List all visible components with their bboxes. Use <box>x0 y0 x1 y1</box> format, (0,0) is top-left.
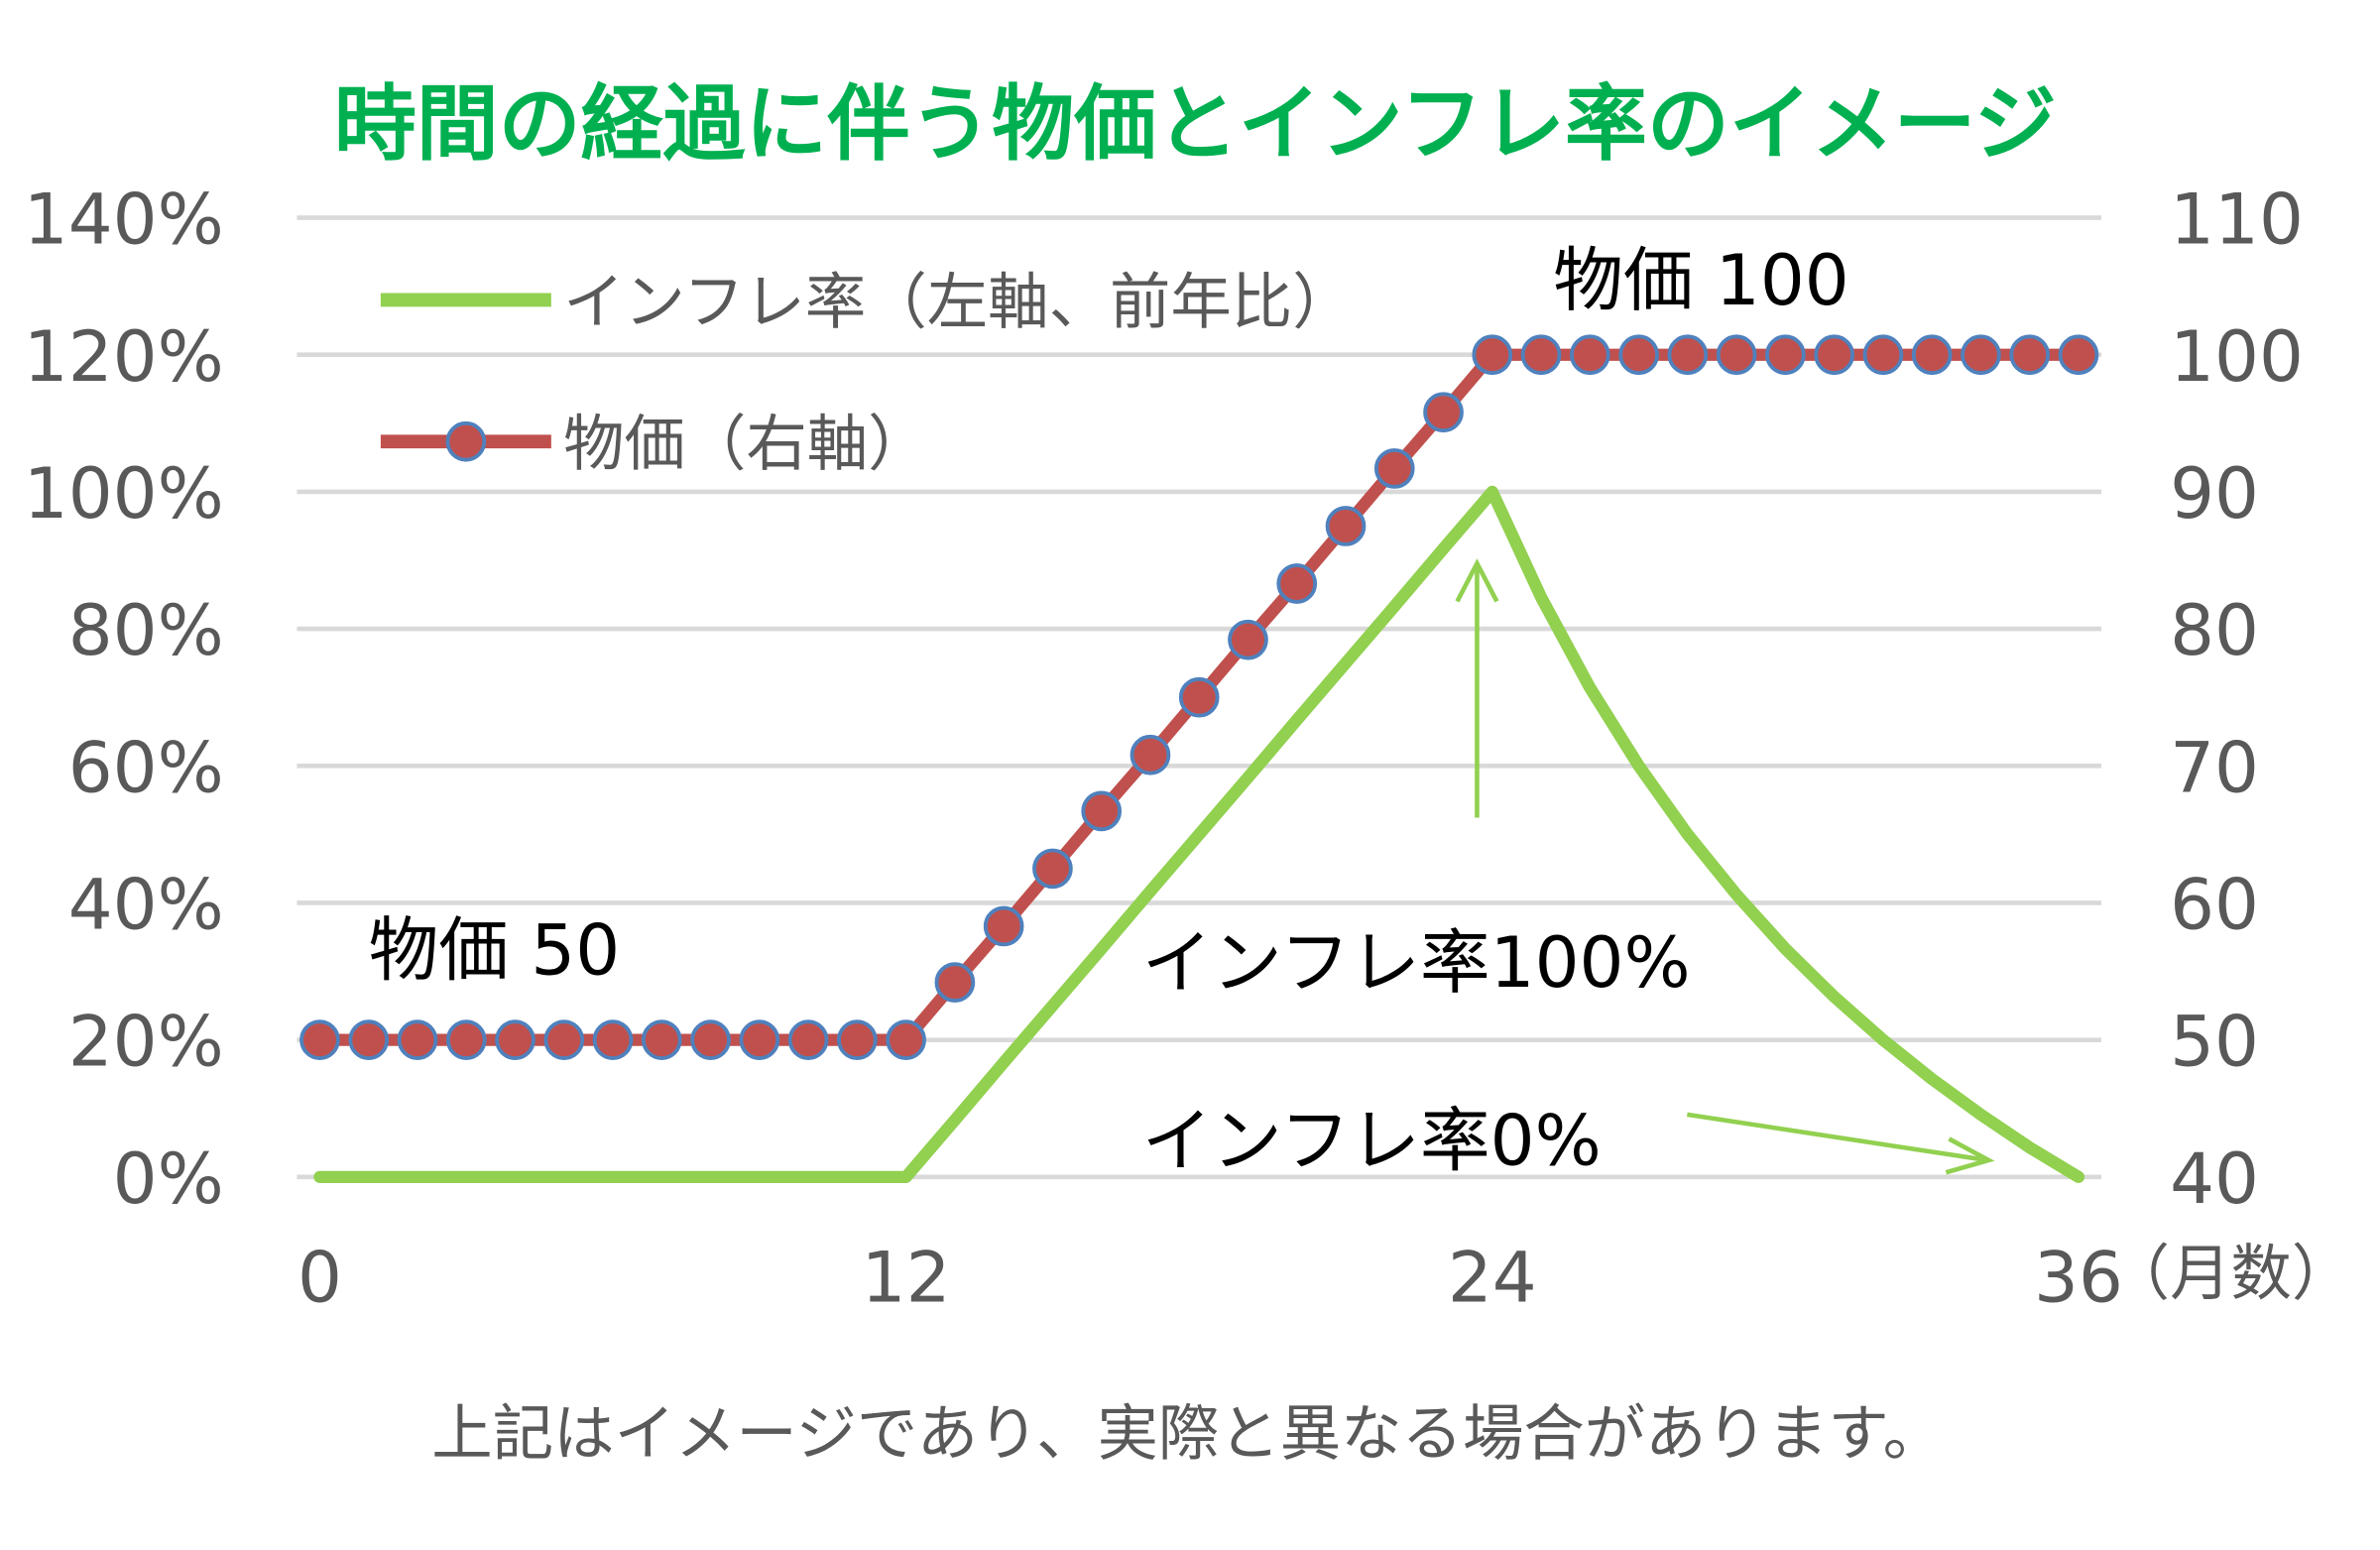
legend-label-inflation: インフレ率（左軸、前年比） <box>563 267 1353 337</box>
price-point <box>934 962 976 1003</box>
legend-label-price: 物価（右軸） <box>563 409 928 479</box>
price-point <box>397 1019 438 1060</box>
footnote: 上記はイメージであり、実際と異なる場合があります。 <box>431 1398 1944 1469</box>
price-point <box>1569 334 1610 376</box>
right-tick-label: 100 <box>2170 315 2304 398</box>
annotation-inflation-peak: インフレ率100% <box>1142 921 1691 1004</box>
left-axis: 0% 20% 40% 60% 80% 100% 120% 140% <box>24 179 224 1220</box>
price-point <box>445 1019 487 1060</box>
x-axis: 0 12 24 36 <box>298 1237 2123 1319</box>
right-axis: 40 50 60 70 80 90 100 110 <box>2170 179 2304 1220</box>
price-point <box>1961 334 2001 376</box>
annotation-inflation-zero: インフレ率0% <box>1142 1100 1602 1182</box>
x-axis-unit: （月数） <box>2109 1239 2353 1309</box>
price-point <box>1618 334 1659 376</box>
x-tick-label: 12 <box>862 1237 951 1319</box>
price-point <box>1472 334 1513 376</box>
price-point <box>1765 334 1806 376</box>
left-tick-label: 0% <box>113 1137 224 1220</box>
left-tick-label: 140% <box>24 179 224 261</box>
right-tick-label: 40 <box>2170 1137 2259 1220</box>
left-tick-label: 80% <box>68 589 224 671</box>
arrow-zero <box>1686 1112 1995 1175</box>
price-point <box>690 1019 731 1060</box>
x-tick-label: 24 <box>1448 1237 1537 1319</box>
left-tick-label: 40% <box>68 864 224 946</box>
x-tick-label: 0 <box>298 1237 342 1319</box>
series-layer <box>299 334 2099 1183</box>
price-point <box>1178 676 1220 718</box>
left-tick-label: 120% <box>24 315 224 398</box>
price-point <box>787 1019 829 1060</box>
price-point <box>2009 334 2051 376</box>
price-point <box>1520 334 1562 376</box>
price-point <box>299 1019 340 1060</box>
right-tick-label: 50 <box>2170 1001 2259 1083</box>
legend: インフレ率（左軸、前年比） 物価（右軸） <box>380 267 1354 479</box>
price-point <box>2058 334 2099 376</box>
price-point <box>348 1019 390 1060</box>
chart-title: 時間の経過に伴う物価とインフレ率のイメージ <box>334 76 2057 173</box>
right-tick-label: 70 <box>2170 726 2259 808</box>
price-point <box>886 1019 926 1060</box>
price-point <box>983 905 1024 947</box>
price-point <box>1667 334 1709 376</box>
price-point <box>1862 334 1904 376</box>
right-tick-label: 110 <box>2170 179 2304 261</box>
price-point <box>739 1019 780 1060</box>
price-point <box>543 1019 585 1060</box>
right-tick-label: 60 <box>2170 864 2259 946</box>
annotation-price-end: 物価 100 <box>1553 239 1849 321</box>
annotation-price-start: 物価 50 <box>369 909 621 992</box>
price-point <box>1081 790 1123 832</box>
left-tick-label: 20% <box>68 1001 224 1083</box>
price-point <box>1814 334 1854 376</box>
price-point <box>837 1019 878 1060</box>
price-point <box>641 1019 682 1060</box>
price-point <box>592 1019 634 1060</box>
right-tick-label: 80 <box>2170 589 2259 671</box>
right-tick-label: 90 <box>2170 452 2259 535</box>
left-tick-label: 100% <box>24 452 224 535</box>
price-point <box>1325 506 1367 546</box>
price-point <box>1032 848 1073 890</box>
price-point <box>1276 563 1318 604</box>
price-point <box>495 1019 536 1060</box>
legend-marker-price <box>445 420 487 462</box>
price-point <box>1130 734 1171 775</box>
series-line-inflation <box>313 485 2085 1183</box>
arrow-peak <box>1455 558 1499 818</box>
price-point <box>1716 334 1757 376</box>
price-point <box>1373 448 1415 489</box>
price-point <box>1228 619 1268 660</box>
price-point <box>1423 392 1464 433</box>
left-tick-label: 60% <box>68 726 224 808</box>
price-point <box>1911 334 1953 376</box>
x-tick-label: 36 <box>2034 1237 2123 1319</box>
